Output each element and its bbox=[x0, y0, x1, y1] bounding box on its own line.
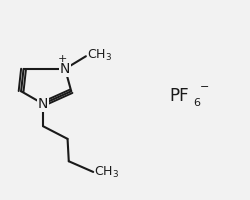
Text: CH$_3$: CH$_3$ bbox=[87, 48, 112, 63]
Text: −: − bbox=[200, 82, 209, 92]
Text: PF: PF bbox=[169, 87, 189, 105]
Text: +: + bbox=[58, 54, 67, 64]
Text: 6: 6 bbox=[193, 98, 200, 108]
Text: CH$_3$: CH$_3$ bbox=[94, 165, 120, 180]
Text: N: N bbox=[60, 62, 70, 76]
Text: N: N bbox=[38, 97, 48, 111]
